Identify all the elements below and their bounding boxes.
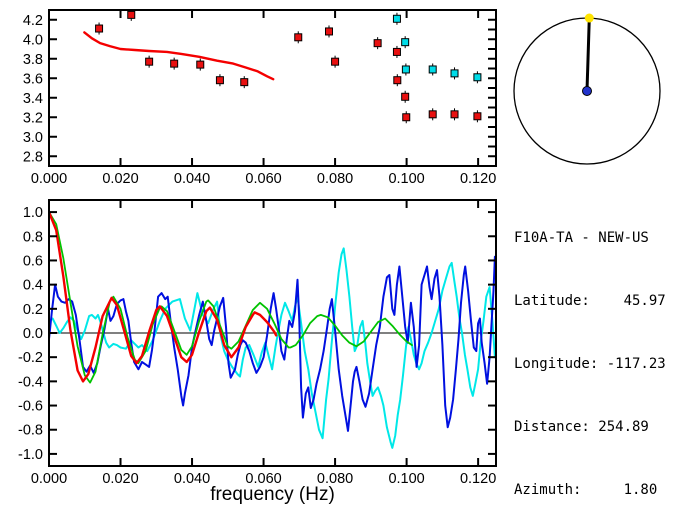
x-tick-label: 0.080 xyxy=(317,471,353,487)
data-point-square[interactable] xyxy=(294,33,303,42)
station-info-panel: F10A-TA - NEW-US Latitude: 45.97 Longitu… xyxy=(514,186,666,519)
series-cyan-spectrum xyxy=(49,247,496,449)
y-tick-label: 4.2 xyxy=(23,13,43,29)
data-point-square[interactable] xyxy=(325,27,334,36)
data-point-square[interactable] xyxy=(401,65,410,74)
data-point-square[interactable] xyxy=(402,113,411,122)
station-longitude: Longitude: -117.23 xyxy=(514,356,666,372)
station-pair-title: F10A-TA - NEW-US xyxy=(514,230,649,246)
remote-station-dot xyxy=(584,13,594,23)
plot-frame xyxy=(48,9,497,167)
x-tick-label: 0.080 xyxy=(317,171,353,187)
correlation-plot[interactable]: 0.000 0.020 0.040 0.060 0.080 0.100 0.120 -1.0 -… xyxy=(18,199,497,487)
data-point-square[interactable] xyxy=(393,76,402,85)
series-picked-points-red xyxy=(95,10,482,124)
data-point-square[interactable] xyxy=(428,110,437,119)
data-point-square[interactable] xyxy=(428,65,437,74)
data-point-square[interactable] xyxy=(215,76,224,85)
data-point-square[interactable] xyxy=(401,92,410,101)
y-tick-label: -0.6 xyxy=(18,399,43,415)
x-tick-label: 0.100 xyxy=(388,471,424,487)
center-station-dot xyxy=(582,86,592,96)
data-point-square[interactable] xyxy=(196,60,205,69)
y-tick-label: -0.4 xyxy=(18,374,43,390)
data-point-square[interactable] xyxy=(392,14,401,23)
series-model-dispersion-curve xyxy=(83,31,275,81)
x-tick-label: 0.060 xyxy=(245,171,281,187)
y-tick-label: 3.6 xyxy=(23,71,43,87)
x-tick-label: 0.020 xyxy=(102,171,138,187)
series-picked-points-cyan xyxy=(392,12,482,84)
dispersion-plot[interactable]: 0.000 0.020 0.040 0.060 0.080 0.100 0.120 2.8 3.… xyxy=(23,9,497,187)
station-azimuth: Azimuth: 1.80 xyxy=(514,482,658,498)
station-latitude: Latitude: 45.97 xyxy=(514,293,666,309)
y-tick-label: -0.8 xyxy=(18,423,43,439)
y-tick-label: 4.0 xyxy=(23,32,43,48)
y-tick-label: 3.4 xyxy=(23,91,43,107)
data-point-square[interactable] xyxy=(401,38,410,47)
azimuth-line xyxy=(585,17,591,92)
x-tick-label: 0.040 xyxy=(174,471,210,487)
y-tick-label: 2.8 xyxy=(23,149,43,165)
y-tick-label: 3.0 xyxy=(23,130,43,146)
x-tick-label: 0.120 xyxy=(460,471,496,487)
x-tick-label: 0.000 xyxy=(31,471,67,487)
y-tick-label: 0.6 xyxy=(23,253,43,269)
data-point-square[interactable] xyxy=(95,24,104,33)
data-point-square[interactable] xyxy=(331,57,340,66)
x-tick-label: 0.100 xyxy=(388,171,424,187)
y-tick-label: 0.4 xyxy=(23,278,43,294)
y-tick-label: 1.0 xyxy=(23,205,43,221)
y-tick-label: -1.0 xyxy=(18,447,43,463)
data-point-square[interactable] xyxy=(240,78,249,87)
y-tick-label: 0.2 xyxy=(23,302,43,318)
data-point-square[interactable] xyxy=(170,59,179,68)
y-tick-label: -0.2 xyxy=(18,350,43,366)
x-tick-label: 0.000 xyxy=(31,171,67,187)
dispersion-axes: 0.000 0.020 0.040 0.060 0.080 0.100 0.120 2.8 3.… xyxy=(23,10,496,187)
x-axis-title: frequency (Hz) xyxy=(210,484,335,505)
y-tick-label: 0.8 xyxy=(23,229,43,245)
x-tick-label: 0.040 xyxy=(174,171,210,187)
data-point-square[interactable] xyxy=(450,110,459,119)
data-point-square[interactable] xyxy=(450,69,459,78)
x-tick-label: 0.020 xyxy=(102,471,138,487)
azimuth-compass xyxy=(513,13,661,165)
station-distance: Distance: 254.89 xyxy=(514,419,649,435)
data-point-square[interactable] xyxy=(127,10,136,19)
data-point-square[interactable] xyxy=(145,57,154,66)
data-point-square[interactable] xyxy=(473,112,482,121)
y-tick-label: 3.8 xyxy=(23,52,43,68)
data-point-square[interactable] xyxy=(373,39,382,48)
series-red-bessel-fit xyxy=(49,210,278,383)
correlation-axes: 0.000 0.020 0.040 0.060 0.080 0.100 0.120 -1.0 -… xyxy=(18,200,496,487)
x-tick-label: 0.060 xyxy=(245,471,281,487)
data-point-square[interactable] xyxy=(392,47,401,56)
y-tick-label: 3.2 xyxy=(23,110,43,126)
data-point-square[interactable] xyxy=(473,73,482,82)
x-tick-label: 0.120 xyxy=(460,171,496,187)
y-tick-label: 0.0 xyxy=(23,326,43,342)
